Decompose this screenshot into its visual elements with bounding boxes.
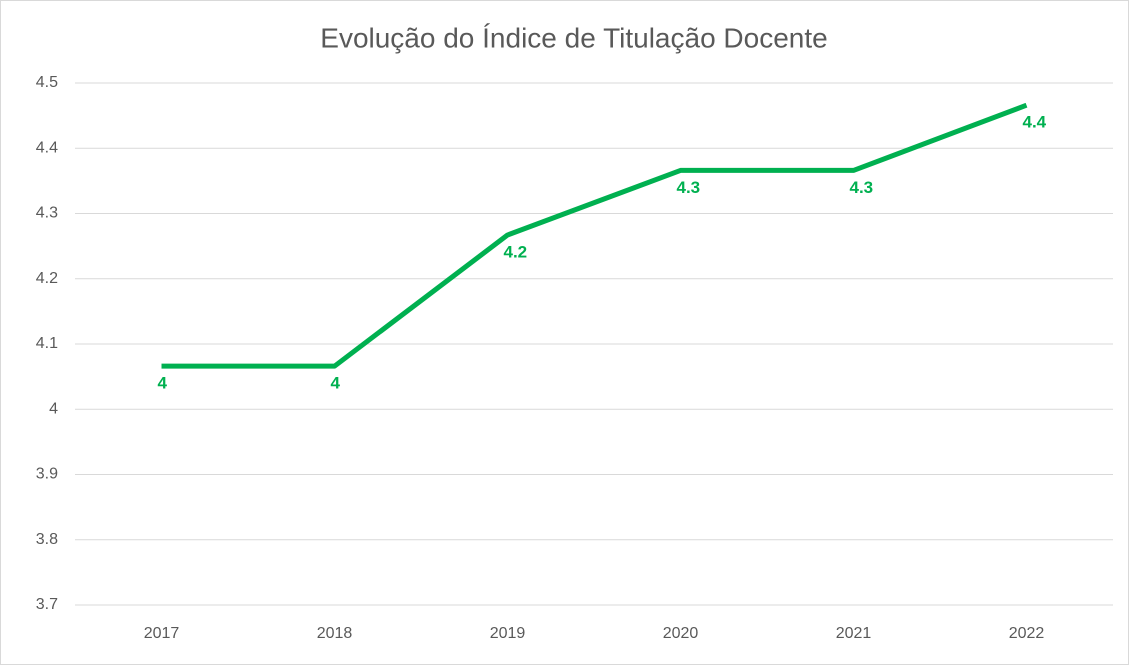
data-label: 4 [331,374,341,393]
y-tick-label: 3.7 [36,596,58,613]
y-tick-label: 4.4 [36,139,58,156]
x-tick-label: 2022 [1009,625,1045,642]
x-tick-label: 2019 [490,625,526,642]
x-tick-label: 2018 [317,625,353,642]
data-label: 4.4 [1023,113,1047,132]
x-tick-label: 2021 [836,625,872,642]
y-tick-label: 4.3 [36,205,58,222]
y-tick-label: 4 [49,400,58,417]
data-label: 4 [158,374,168,393]
chart-title: Evolução do Índice de Titulação Docente [320,22,827,53]
x-tick-label: 2017 [144,625,180,642]
y-tick-label: 3.8 [36,531,58,548]
data-label: 4.3 [677,178,701,197]
y-tick-label: 4.1 [36,335,58,352]
y-tick-label: 4.2 [36,270,58,287]
data-label: 4.2 [504,243,528,262]
x-tick-label: 2020 [663,625,699,642]
data-label: 4.3 [850,178,874,197]
y-tick-label: 4.5 [36,74,58,91]
y-tick-label: 3.9 [36,466,58,483]
data-line [161,102,1028,369]
